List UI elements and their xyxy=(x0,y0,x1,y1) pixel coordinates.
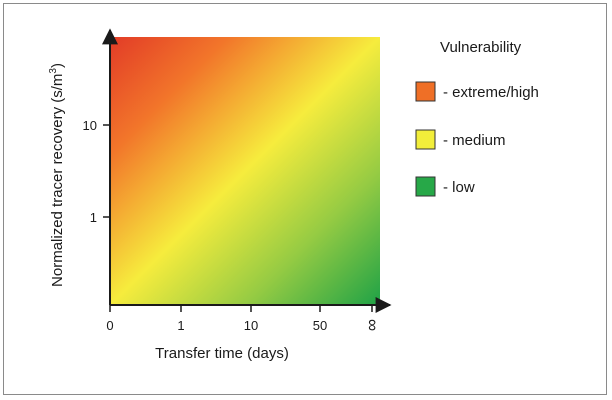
legend-swatch-low xyxy=(415,176,436,197)
y-tick-label-10: 10 xyxy=(83,118,97,133)
y-axis-label-close: ) xyxy=(49,63,66,68)
legend-label-medium: - medium xyxy=(443,132,506,149)
legend-title: Vulnerability xyxy=(440,39,522,56)
x-tick-label-1: 1 xyxy=(177,318,184,333)
legend-label-low: - low xyxy=(443,179,475,196)
y-axis-label: Normalized tracer recovery (s/m3) xyxy=(48,63,66,287)
y-tick-label-1: 1 xyxy=(90,210,97,225)
x-tick-label-50: 50 xyxy=(313,318,327,333)
y-axis-label-superscript: 3 xyxy=(48,68,59,74)
x-tick-label-0: 0 xyxy=(106,318,113,333)
vulnerability-gradient-area xyxy=(110,37,380,305)
legend-swatch-extreme-high xyxy=(415,81,436,102)
y-axis-label-text: Normalized tracer recovery (s/m xyxy=(49,74,66,287)
legend: - extreme/high - medium - low xyxy=(415,81,539,197)
x-tick-label-10: 10 xyxy=(244,318,258,333)
x-tick-label-infinity: ∞ xyxy=(362,319,381,331)
x-axis-label: Transfer time (days) xyxy=(155,345,289,362)
legend-label-extreme-high: - extreme/high xyxy=(443,84,539,101)
legend-swatch-medium xyxy=(415,129,436,150)
